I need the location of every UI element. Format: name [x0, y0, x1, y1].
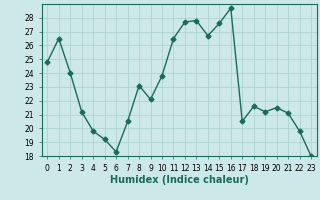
- X-axis label: Humidex (Indice chaleur): Humidex (Indice chaleur): [110, 175, 249, 185]
